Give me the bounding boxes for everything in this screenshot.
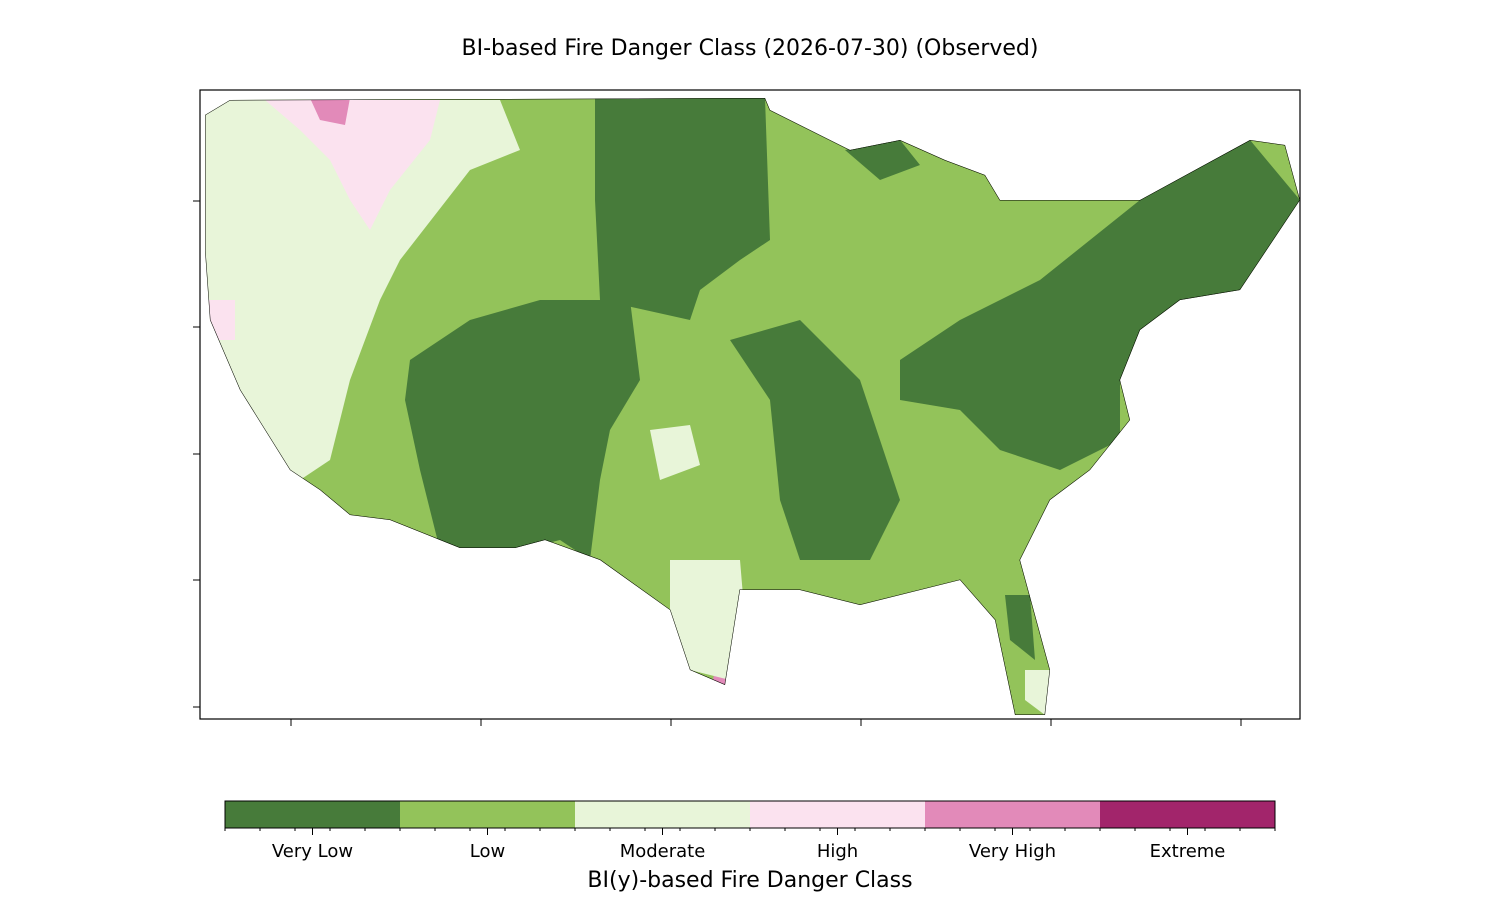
colorbar-swatch [575,801,750,828]
danger-zone [205,100,520,480]
colorbar-swatch [925,801,1100,828]
danger-zone [405,300,640,560]
danger-zone [1025,670,1050,715]
danger-zone [265,100,440,230]
colorbar-tick-label: Extreme [1150,841,1226,862]
danger-zone [595,98,770,320]
colorbar-tick-label: Moderate [620,841,706,862]
colorbar-swatch [750,801,925,828]
map-frame [199,89,1301,720]
danger-zone [1005,595,1035,660]
colorbar: Very Low Low Moderate High Very High Extreme [224,800,1276,862]
colorbar-label: BI(y)-based Fire Danger Class [587,868,912,893]
danger-zone [845,140,920,180]
axis-ticks [193,200,1242,726]
danger-zone [730,320,900,560]
danger-map [205,98,1300,715]
colorbar-tick-label: High [817,841,858,862]
danger-zone [310,98,350,125]
colorbar-tick-label: Low [470,841,505,862]
danger-zone [900,140,1300,470]
colorbar-swatch [225,801,400,828]
colorbar-swatch [400,801,575,828]
danger-zone [650,425,700,480]
colorbar-frame [224,800,1276,829]
colorbar-swatch [1100,801,1275,828]
colorbar-tick-label: Very High [969,841,1056,862]
danger-zone [670,560,745,680]
map-title: BI-based Fire Danger Class (2026-07-30) … [462,36,1039,61]
colorbar-tick-label: Very Low [272,841,353,862]
